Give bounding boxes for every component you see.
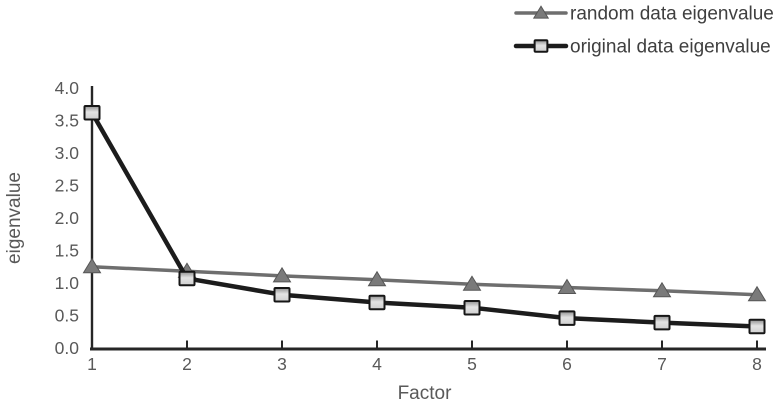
legend-item: original data eigenvalue <box>513 37 771 58</box>
series-line <box>89 110 760 329</box>
square-marker <box>558 310 576 326</box>
y-tick-label: 2.0 <box>55 208 80 228</box>
y-tick-label: 3.5 <box>55 111 79 131</box>
square-marker <box>178 270 196 287</box>
square-marker <box>368 294 386 311</box>
y-tick-label: 3.0 <box>55 143 80 163</box>
triangle-marker <box>367 270 387 287</box>
triangle-marker <box>272 266 292 283</box>
x-tick-label: 5 <box>467 354 477 374</box>
x-tick-label: 3 <box>277 354 287 374</box>
y-tick-label: 2.5 <box>55 176 79 196</box>
x-tick-label: 7 <box>657 354 667 374</box>
square-marker <box>463 299 481 316</box>
triangle-marker <box>82 257 102 274</box>
x-tick-label: 6 <box>562 354 572 374</box>
legend: random data eigenvalue original data eige… <box>513 4 774 58</box>
square-marker <box>83 104 101 121</box>
triangle-marker <box>747 285 767 302</box>
x-tick-label: 2 <box>182 354 192 374</box>
series-original <box>83 104 766 335</box>
y-tick-label: 0.5 <box>55 306 79 326</box>
square-marker <box>533 39 549 53</box>
x-axis-title: Factor <box>398 383 453 404</box>
y-tick-label: 1.5 <box>55 241 79 261</box>
triangle-marker <box>652 281 672 298</box>
x-tick-label: 4 <box>372 354 382 374</box>
legend-item: random data eigenvalue <box>514 4 774 25</box>
triangle-marker <box>462 275 482 291</box>
triangle-marker <box>532 5 550 19</box>
y-tick-label: 4.0 <box>55 78 80 98</box>
legend-label: random data eigenvalue <box>570 4 774 25</box>
y-tick-label: 0.0 <box>55 338 80 358</box>
x-tick-label: 8 <box>752 354 762 374</box>
legend-label: original data eigenvalue <box>570 37 771 58</box>
square-marker <box>273 286 291 303</box>
series-line <box>90 265 759 297</box>
square-marker <box>748 318 766 335</box>
y-axis-title: eigenvalue <box>4 172 25 264</box>
triangle-marker <box>557 278 577 295</box>
square-marker <box>653 314 671 331</box>
x-tick-label: 1 <box>87 354 97 374</box>
y-tick-label: 1.0 <box>55 273 80 293</box>
